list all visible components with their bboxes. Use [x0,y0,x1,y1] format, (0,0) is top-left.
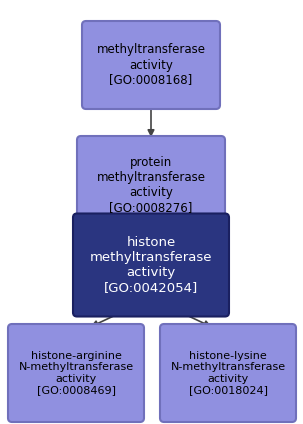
FancyBboxPatch shape [77,136,225,234]
FancyBboxPatch shape [82,21,220,109]
FancyBboxPatch shape [160,324,296,422]
Text: histone-lysine
N-methyltransferase
activity
[GO:0018024]: histone-lysine N-methyltransferase activ… [170,351,285,396]
Text: histone-arginine
N-methyltransferase
activity
[GO:0008469]: histone-arginine N-methyltransferase act… [18,351,134,396]
FancyBboxPatch shape [8,324,144,422]
Text: histone
methyltransferase
activity
[GO:0042054]: histone methyltransferase activity [GO:0… [90,236,212,294]
Text: protein
methyltransferase
activity
[GO:0008276]: protein methyltransferase activity [GO:0… [96,156,205,214]
FancyBboxPatch shape [73,214,229,316]
Text: methyltransferase
activity
[GO:0008168]: methyltransferase activity [GO:0008168] [96,44,205,86]
